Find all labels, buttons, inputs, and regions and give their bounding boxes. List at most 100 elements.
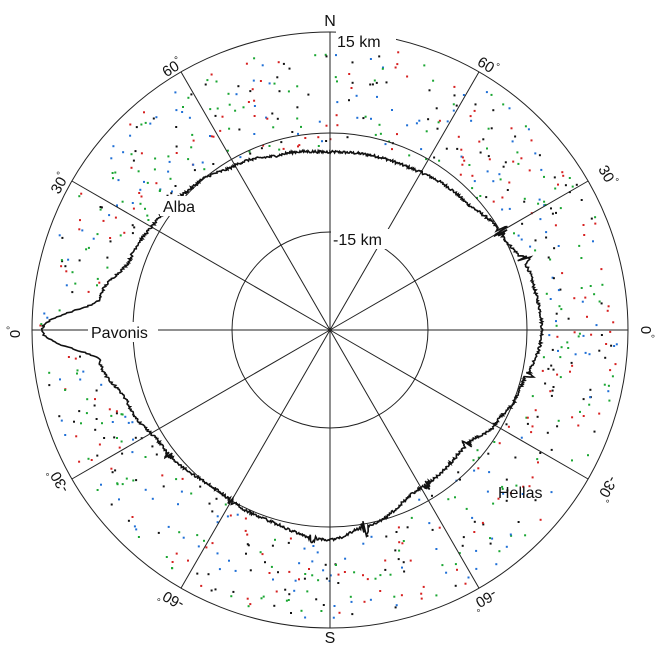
data-point bbox=[397, 558, 400, 561]
data-point bbox=[348, 99, 350, 102]
data-point bbox=[174, 185, 177, 187]
data-point bbox=[462, 536, 465, 539]
data-point bbox=[394, 606, 397, 609]
data-point bbox=[472, 459, 475, 462]
data-point bbox=[102, 219, 105, 222]
data-point bbox=[588, 353, 591, 356]
data-point bbox=[329, 574, 332, 577]
data-point bbox=[333, 605, 336, 607]
data-point bbox=[129, 134, 132, 137]
data-point bbox=[539, 452, 542, 454]
data-point bbox=[587, 454, 589, 457]
data-point bbox=[114, 171, 117, 174]
data-point bbox=[253, 105, 256, 107]
data-point bbox=[246, 543, 249, 546]
data-point bbox=[467, 576, 470, 579]
data-point bbox=[204, 83, 207, 86]
data-point bbox=[130, 166, 133, 169]
data-point bbox=[96, 284, 98, 287]
data-point bbox=[234, 109, 237, 112]
data-point bbox=[248, 150, 251, 153]
data-point bbox=[272, 578, 274, 581]
data-point bbox=[498, 173, 501, 176]
data-point bbox=[510, 534, 513, 537]
data-point bbox=[501, 487, 504, 490]
lat-label-0-right: 0° bbox=[637, 326, 655, 338]
data-point bbox=[170, 192, 173, 195]
data-point bbox=[278, 148, 281, 151]
spoke-line bbox=[329, 180, 589, 331]
data-point bbox=[80, 192, 83, 195]
data-point bbox=[169, 177, 172, 180]
data-points bbox=[39, 47, 618, 619]
data-point bbox=[325, 55, 328, 58]
data-point bbox=[582, 334, 585, 337]
data-point bbox=[604, 356, 607, 359]
data-point bbox=[268, 82, 271, 85]
ring-label-inner: -15 km bbox=[333, 232, 382, 249]
data-point bbox=[121, 452, 124, 455]
data-point bbox=[463, 159, 466, 162]
data-point bbox=[193, 169, 196, 172]
pole-labels: N S bbox=[324, 13, 336, 647]
data-point bbox=[134, 150, 137, 153]
data-point bbox=[212, 163, 215, 165]
data-point bbox=[391, 148, 393, 151]
data-point bbox=[210, 589, 213, 592]
data-point bbox=[613, 345, 616, 347]
data-point bbox=[93, 404, 96, 407]
data-point bbox=[109, 240, 112, 243]
data-point bbox=[551, 276, 554, 279]
feature-labels: Alba Pavonis Hellas bbox=[88, 196, 542, 502]
data-point bbox=[336, 101, 339, 104]
data-point bbox=[111, 471, 114, 474]
data-point bbox=[282, 62, 285, 65]
data-point bbox=[190, 146, 193, 149]
data-point bbox=[438, 526, 441, 529]
data-point bbox=[374, 577, 377, 580]
data-point bbox=[571, 459, 573, 462]
data-point bbox=[39, 324, 42, 327]
data-point bbox=[48, 384, 51, 387]
data-point bbox=[203, 539, 205, 542]
data-point bbox=[276, 76, 279, 79]
data-point bbox=[346, 136, 349, 139]
data-point bbox=[498, 442, 501, 445]
data-point bbox=[577, 424, 580, 427]
data-point bbox=[215, 497, 218, 500]
data-point bbox=[465, 507, 468, 510]
data-point bbox=[90, 459, 93, 461]
data-point bbox=[512, 160, 515, 163]
data-point bbox=[550, 207, 552, 210]
data-point bbox=[308, 568, 310, 570]
data-point bbox=[175, 152, 178, 154]
data-point bbox=[505, 423, 508, 426]
data-point bbox=[389, 573, 392, 576]
data-point bbox=[590, 333, 593, 336]
data-point bbox=[479, 151, 482, 154]
lat-label-minus-30-left-lower: -30° bbox=[44, 465, 72, 496]
data-point bbox=[253, 99, 256, 102]
data-point bbox=[420, 592, 423, 595]
data-point bbox=[458, 552, 461, 555]
data-point bbox=[408, 154, 411, 157]
data-point bbox=[539, 518, 542, 521]
data-point bbox=[116, 204, 118, 207]
data-point bbox=[520, 436, 523, 439]
data-point bbox=[253, 57, 256, 60]
data-point bbox=[370, 535, 373, 538]
data-point bbox=[486, 170, 489, 173]
data-point bbox=[221, 115, 224, 118]
data-point bbox=[470, 119, 473, 122]
data-point bbox=[212, 135, 215, 138]
data-point bbox=[545, 231, 548, 234]
data-point bbox=[422, 585, 425, 588]
data-point bbox=[291, 131, 294, 133]
data-point bbox=[280, 141, 283, 144]
data-point bbox=[118, 498, 120, 501]
data-point bbox=[364, 115, 367, 118]
data-point bbox=[410, 516, 413, 519]
data-point bbox=[98, 281, 101, 284]
data-point bbox=[282, 147, 285, 150]
feature-label-pavonis: Pavonis bbox=[91, 325, 148, 342]
